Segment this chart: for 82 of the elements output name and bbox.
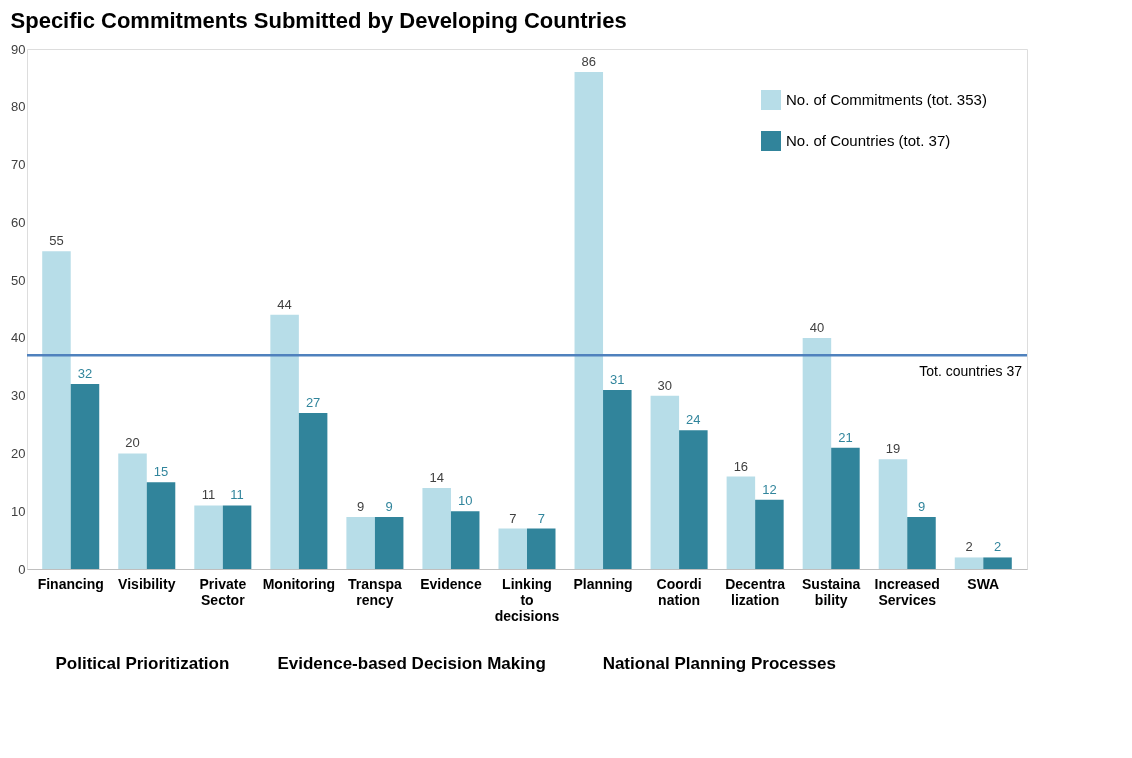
y-tick-label: 60 [11, 214, 26, 230]
data-label: 32 [77, 366, 93, 382]
data-label: 2 [965, 539, 973, 555]
bar [146, 482, 176, 569]
data-label: 11 [230, 487, 244, 503]
bar [118, 453, 147, 569]
x-tick-label: Sustaina bility [802, 575, 861, 608]
y-tick-label: 90 [11, 41, 26, 57]
bar [194, 505, 223, 569]
y-tick-label: 80 [11, 99, 26, 115]
bar [70, 384, 100, 569]
bar [422, 488, 451, 569]
data-label: 9 [385, 499, 393, 514]
data-label: 12 [762, 481, 777, 497]
bar [346, 517, 375, 569]
data-label: 2 [993, 539, 1002, 555]
bar [726, 476, 756, 569]
bar [802, 337, 832, 569]
x-tick-label: Planning [573, 575, 633, 592]
y-tick-label: 40 [11, 330, 26, 346]
x-tick-label: Transpa rency [348, 575, 402, 608]
bar [650, 395, 680, 569]
x-tick-label: Decentra lization [725, 575, 786, 608]
y-tick-label: 70 [11, 157, 26, 173]
bar [498, 528, 527, 569]
text: Political Prioritization [55, 654, 230, 673]
data-label: 7 [509, 510, 517, 526]
y-tick-label: 20 [11, 445, 26, 461]
bar [42, 251, 71, 569]
data-label: 15 [153, 464, 169, 480]
data-label: 14 [429, 470, 444, 486]
data-label: 9 [917, 499, 926, 514]
x-tick-label: Private Sector [199, 575, 247, 608]
y-tick-label: 10 [11, 503, 26, 519]
x-tick-label: SWA [967, 575, 1000, 592]
data-label: 30 [657, 377, 673, 393]
x-tick-label: Visibility [118, 575, 176, 592]
bar [603, 389, 632, 569]
data-label: 16 [733, 458, 749, 474]
y-tick-label: 50 [11, 272, 26, 288]
bar [527, 528, 556, 569]
bar [222, 505, 252, 569]
bar [270, 314, 299, 569]
data-label: 86 [581, 54, 597, 70]
x-tick-label: Coordi nation [656, 575, 702, 608]
x-tick-label: Monitoring [262, 575, 336, 592]
y-tick-label: 30 [11, 388, 26, 404]
legend-label: No. of Commitments (tot. 353) [786, 91, 987, 108]
data-label: 21 [838, 429, 853, 445]
text: National Planning Processes [602, 654, 836, 673]
bar [374, 517, 404, 569]
y-tick-label: 0 [18, 561, 26, 577]
data-label: 31 [610, 371, 625, 387]
bar [574, 72, 604, 569]
bar [831, 447, 860, 569]
x-tick-label: Increased Services [874, 575, 940, 608]
data-label: 27 [305, 395, 321, 410]
data-label: 44 [277, 296, 292, 312]
x-tick-label: Linking to decisions [494, 575, 560, 624]
bar [755, 499, 784, 569]
bar [907, 517, 936, 569]
data-label: 10 [457, 493, 473, 509]
data-label: 24 [686, 412, 701, 428]
bar [878, 459, 908, 569]
x-tick-label: Evidence [420, 575, 482, 592]
bar [298, 413, 328, 569]
data-label: 7 [537, 510, 545, 526]
text: Evidence-based Decision Making [277, 654, 546, 673]
bar [450, 511, 480, 569]
bar [679, 430, 708, 569]
ref-line-label: Tot. countries 37 [919, 363, 1023, 380]
bar [954, 557, 984, 569]
data-label: 11 [201, 487, 216, 503]
chart-title: Specific Commitments Submitted by Developing Countries [10, 8, 627, 33]
x-tick-label: Financing [37, 575, 104, 592]
data-label: 40 [809, 319, 825, 335]
data-label: 9 [357, 499, 365, 514]
bar [983, 557, 1012, 569]
data-label: 20 [125, 435, 140, 451]
legend-label: No. of Countries (tot. 37) [786, 132, 951, 149]
data-label: 55 [49, 233, 64, 249]
data-label: 19 [885, 441, 901, 457]
